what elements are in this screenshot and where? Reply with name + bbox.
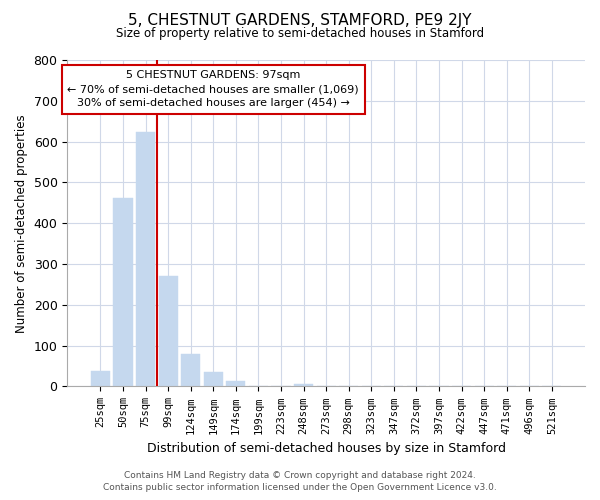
Bar <box>136 132 155 386</box>
Text: 5 CHESTNUT GARDENS: 97sqm
← 70% of semi-detached houses are smaller (1,069)
30% : 5 CHESTNUT GARDENS: 97sqm ← 70% of semi-… <box>67 70 359 108</box>
Bar <box>158 276 178 386</box>
Text: 5, CHESTNUT GARDENS, STAMFORD, PE9 2JY: 5, CHESTNUT GARDENS, STAMFORD, PE9 2JY <box>128 12 472 28</box>
Y-axis label: Number of semi-detached properties: Number of semi-detached properties <box>15 114 28 332</box>
Bar <box>113 198 133 386</box>
Text: Size of property relative to semi-detached houses in Stamford: Size of property relative to semi-detach… <box>116 28 484 40</box>
Bar <box>294 384 313 386</box>
Bar <box>181 354 200 386</box>
Bar <box>226 380 245 386</box>
Bar <box>203 372 223 386</box>
X-axis label: Distribution of semi-detached houses by size in Stamford: Distribution of semi-detached houses by … <box>146 442 506 455</box>
Bar <box>91 371 110 386</box>
Text: Contains HM Land Registry data © Crown copyright and database right 2024.
Contai: Contains HM Land Registry data © Crown c… <box>103 471 497 492</box>
